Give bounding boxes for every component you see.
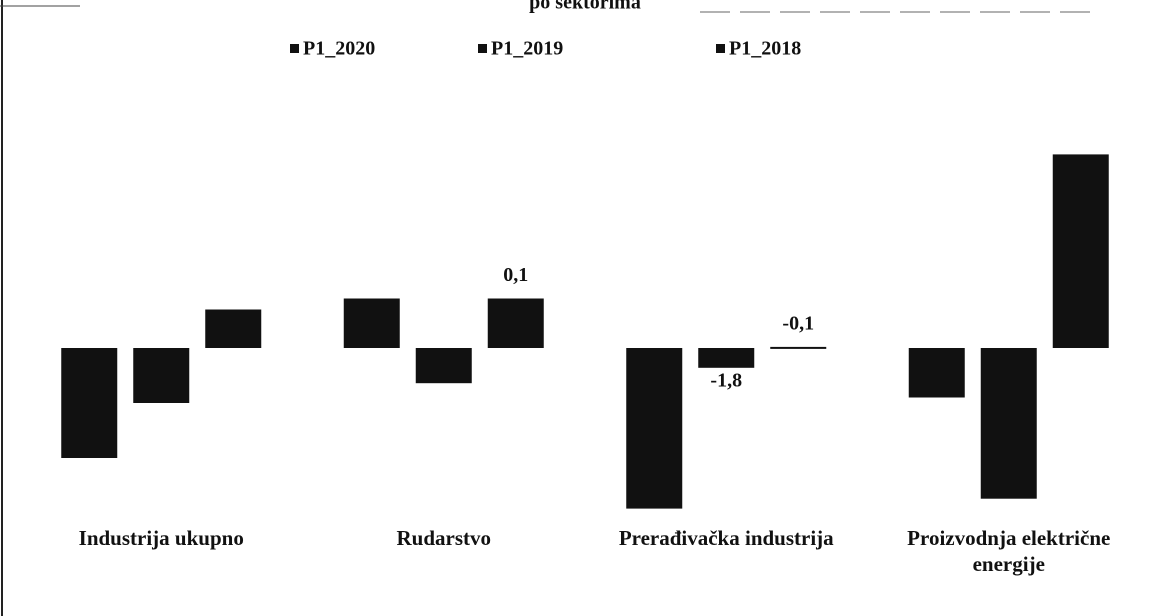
bar	[698, 348, 755, 368]
legend-label: P1_2019	[491, 38, 563, 60]
bar	[133, 348, 190, 403]
bar	[343, 298, 400, 348]
x-tick-label: Industrija ukupno	[78, 526, 244, 550]
legend-label: P1_2018	[729, 38, 801, 60]
bar	[205, 309, 262, 348]
x-tick-label: Rudarstvo	[396, 526, 491, 550]
data-label: -0,1	[782, 312, 814, 334]
data-label: 0,1	[503, 264, 528, 286]
bar	[980, 348, 1037, 499]
bar	[626, 348, 683, 509]
chart-title: po sektorima	[529, 0, 641, 14]
bar	[1052, 154, 1109, 348]
legend-swatch	[716, 44, 725, 53]
bar	[415, 348, 472, 384]
legend-label: P1_2020	[303, 38, 375, 60]
bar	[908, 348, 965, 398]
bar	[770, 346, 827, 349]
bar	[61, 348, 118, 458]
legend-swatch	[478, 44, 487, 53]
bar	[487, 298, 544, 348]
x-tick-label: Prerađivačka industrija	[618, 526, 834, 550]
x-tick-label: Proizvodnja električne energije	[907, 526, 1111, 576]
data-label: -1,8	[710, 369, 742, 391]
legend-swatch	[290, 44, 299, 53]
